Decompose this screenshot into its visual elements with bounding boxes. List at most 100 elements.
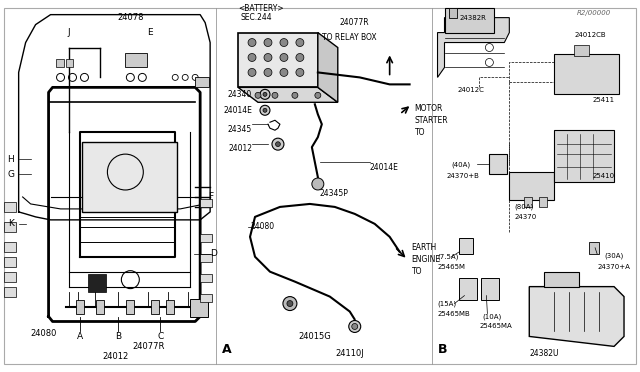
Text: <BATTERY>: <BATTERY>	[238, 4, 284, 13]
Text: 24382U: 24382U	[529, 349, 559, 358]
Bar	[83, 142, 177, 212]
Text: (40A): (40A)	[451, 162, 470, 168]
Bar	[460, 278, 477, 299]
Circle shape	[280, 39, 288, 46]
Bar	[540, 197, 547, 207]
Circle shape	[248, 39, 256, 46]
Text: 24080: 24080	[250, 222, 274, 231]
Text: MOTOR: MOTOR	[415, 104, 443, 113]
Bar	[4, 242, 15, 252]
Text: E: E	[147, 28, 153, 37]
Circle shape	[248, 54, 256, 61]
Circle shape	[264, 54, 272, 61]
Bar	[195, 77, 209, 87]
Circle shape	[312, 178, 324, 190]
Bar	[490, 154, 508, 174]
Text: 24345P: 24345P	[320, 189, 349, 199]
Text: 24015G: 24015G	[298, 332, 331, 341]
Text: 24370+B: 24370+B	[447, 173, 479, 179]
Circle shape	[264, 68, 272, 76]
Text: 24012CB: 24012CB	[574, 32, 606, 38]
Circle shape	[272, 138, 284, 150]
Text: (80A): (80A)	[515, 204, 534, 210]
Bar	[460, 238, 474, 254]
Text: (10A): (10A)	[483, 313, 502, 320]
Bar	[190, 299, 208, 317]
Bar	[88, 274, 106, 292]
Circle shape	[272, 92, 278, 98]
Text: F: F	[208, 192, 213, 202]
Bar	[4, 257, 15, 267]
Text: K: K	[8, 219, 13, 228]
Text: (15A): (15A)	[438, 300, 457, 307]
Bar	[481, 278, 499, 299]
Text: 24345: 24345	[228, 125, 252, 134]
Circle shape	[280, 68, 288, 76]
Text: 24077R: 24077R	[132, 342, 164, 351]
Text: 25410: 25410	[592, 173, 614, 179]
Text: J: J	[67, 28, 70, 37]
Text: 24370+A: 24370+A	[597, 264, 630, 270]
Bar	[200, 294, 212, 302]
Text: ENGINE: ENGINE	[412, 255, 441, 264]
Text: A: A	[77, 332, 84, 341]
Circle shape	[296, 39, 304, 46]
Bar	[200, 254, 212, 262]
Circle shape	[260, 105, 270, 115]
Circle shape	[276, 142, 280, 147]
Bar	[4, 286, 15, 296]
Circle shape	[352, 324, 358, 330]
Polygon shape	[238, 87, 338, 102]
Text: SEC.244: SEC.244	[240, 13, 271, 22]
Text: (30A): (30A)	[604, 253, 623, 259]
Bar	[4, 222, 15, 232]
Circle shape	[264, 39, 272, 46]
Bar	[449, 8, 458, 17]
Text: EARTH: EARTH	[412, 243, 437, 252]
Text: B: B	[438, 343, 447, 356]
Text: 24077R: 24077R	[340, 18, 369, 27]
Text: R2/00000: R2/00000	[577, 10, 611, 16]
Text: H: H	[7, 155, 14, 164]
Circle shape	[292, 92, 298, 98]
Bar	[166, 299, 174, 314]
Bar	[126, 299, 134, 314]
Text: 25465MA: 25465MA	[479, 324, 512, 330]
Text: TO RELAY BOX: TO RELAY BOX	[323, 33, 377, 42]
Bar	[65, 60, 74, 67]
Text: 24012: 24012	[102, 352, 129, 361]
Circle shape	[287, 301, 293, 307]
Bar	[4, 202, 15, 212]
Text: 24370: 24370	[515, 214, 536, 220]
Polygon shape	[318, 33, 338, 102]
Polygon shape	[438, 17, 509, 77]
Text: 24012C: 24012C	[458, 87, 484, 93]
Circle shape	[283, 296, 297, 311]
Text: 24014E: 24014E	[370, 163, 399, 171]
Circle shape	[296, 54, 304, 61]
Text: 24080: 24080	[31, 329, 57, 338]
Text: (7.5A): (7.5A)	[438, 253, 459, 260]
Text: 24012: 24012	[228, 144, 252, 153]
Circle shape	[296, 68, 304, 76]
Bar	[77, 299, 84, 314]
Circle shape	[263, 92, 267, 96]
Bar	[125, 54, 147, 67]
Text: C: C	[157, 332, 163, 341]
Text: G: G	[7, 170, 14, 179]
Bar	[589, 242, 599, 254]
Text: 24078: 24078	[117, 13, 143, 22]
Bar	[200, 199, 212, 207]
Circle shape	[248, 68, 256, 76]
Text: 24014E: 24014E	[223, 106, 252, 115]
Text: 24340: 24340	[228, 90, 252, 99]
Bar	[509, 172, 554, 200]
Bar	[97, 299, 104, 314]
Text: STARTER: STARTER	[415, 116, 448, 125]
Text: TO: TO	[415, 128, 425, 137]
Bar	[554, 54, 619, 94]
Bar	[554, 130, 614, 182]
Bar	[445, 8, 494, 33]
Bar	[238, 33, 318, 87]
Text: 24110J: 24110J	[335, 349, 364, 358]
